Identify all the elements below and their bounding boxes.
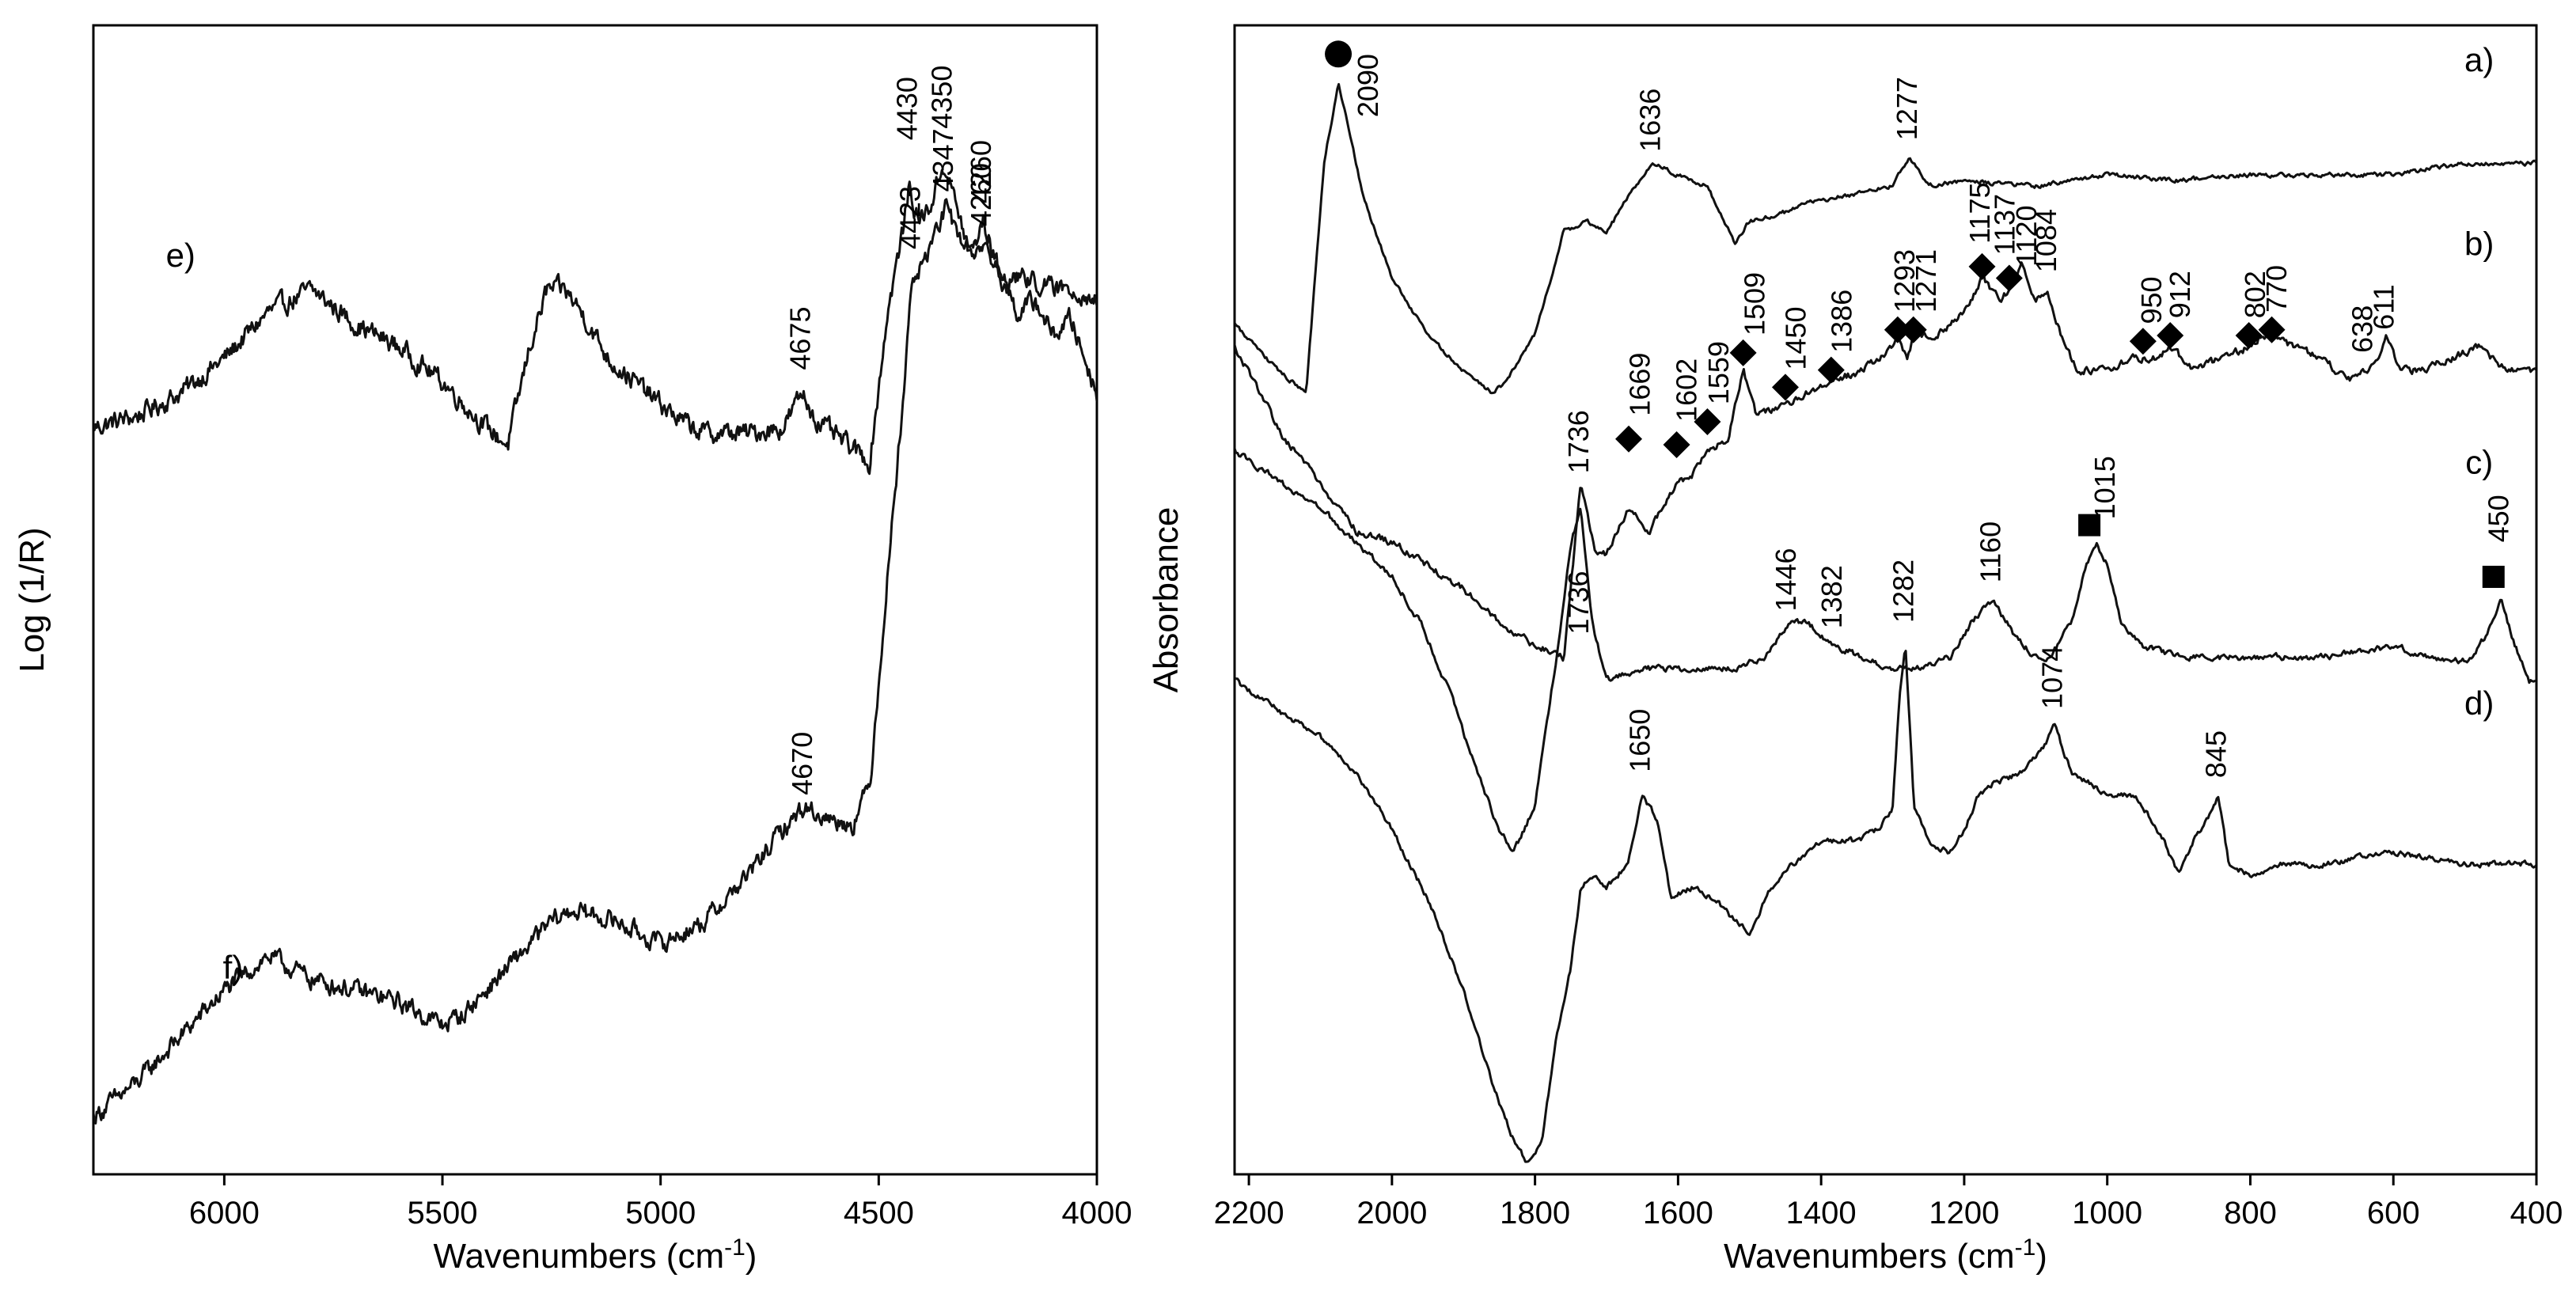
diamond-marker [1884, 316, 1911, 343]
peak-label: 770 [2260, 265, 2293, 313]
trace-label: b) [2464, 225, 2494, 262]
peak-label: 1084 [2030, 209, 2062, 272]
x-tick-label: 5500 [408, 1196, 478, 1230]
peak-label: 1736 [1562, 410, 1595, 473]
peak-label: 1277 [1891, 77, 1923, 140]
peak-label: 1293 [1888, 249, 1921, 313]
peak-label: 1650 [1624, 709, 1656, 772]
peak-label: 912 [2164, 271, 2196, 318]
spectrum-trace-d [1235, 650, 2536, 1163]
x-tick-label: 800 [2224, 1196, 2277, 1230]
diamond-marker [1995, 264, 2023, 292]
spectrum-trace-f [93, 198, 1097, 1125]
peak-label: 1450 [1780, 307, 1812, 370]
peak-label: 1175 [1963, 182, 1996, 243]
x-tick-label: 5000 [625, 1196, 696, 1230]
diamond-marker [1899, 316, 1927, 343]
peak-label: 1015 [2088, 456, 2121, 519]
trace-label: f) [223, 949, 244, 986]
diamond-marker [1663, 430, 1690, 458]
spectrum-trace-a [1235, 82, 2536, 395]
peak-label: 1736 [1562, 571, 1595, 634]
diamond-marker [1968, 252, 1996, 280]
spectrum-trace-e [93, 169, 1097, 476]
panel-nir-spectra: 6000 5500 5000 4500 4000 Wavenumbers (cm-1) Lo… [13, 24, 1132, 1276]
diamond-marker [1771, 374, 1799, 401]
y-axis-label: Absorbance [1147, 507, 1186, 693]
peak-label: 4347 [927, 128, 959, 191]
trace-label: d) [2464, 684, 2494, 722]
peak-label: 4350 [926, 66, 958, 129]
x-tick-label: 4500 [844, 1196, 914, 1230]
diamond-marker [2157, 322, 2184, 350]
x-axis-label: Wavenumbers (cm-1) [434, 1234, 757, 1276]
peak-label: 1282 [1887, 559, 1919, 623]
peak-label: 611 [2368, 284, 2400, 329]
panel-ir-spectra: 2200 2000 1800 1600 1400 1200 1000 800 600 400 Wav… [1147, 24, 2563, 1276]
x-tick-label: 1200 [1929, 1196, 1999, 1230]
peak-label: 2090 [1352, 54, 1384, 117]
peak-label: 450 [2482, 495, 2514, 542]
x-tick-label: 1000 [2072, 1196, 2142, 1230]
peak-label: 1382 [1815, 565, 1848, 628]
spectrum-trace-b [1235, 261, 2536, 662]
diamond-marker [1694, 408, 1721, 435]
square-marker [2482, 565, 2505, 588]
peak-label: 845 [2199, 730, 2232, 778]
peak-label: 4260 [965, 163, 997, 226]
trace-label: a) [2464, 41, 2494, 78]
plot-frame [1233, 24, 2538, 1176]
diamond-marker [2235, 322, 2263, 350]
diamond-marker [1817, 356, 1845, 384]
peak-label: 4675 [783, 307, 816, 370]
diamond-marker [1729, 339, 1757, 366]
peak-label: 1509 [1738, 272, 1770, 336]
peak-label: 1074 [2035, 646, 2068, 709]
peak-label: 4260 [965, 140, 997, 203]
diamond-marker [2258, 316, 2286, 343]
peak-label: 1602 [1670, 358, 1702, 422]
diamond-marker [1615, 425, 1643, 453]
plot-frame [92, 24, 1098, 1176]
diamond-marker [2129, 328, 2157, 355]
peak-label: 1120 [2010, 205, 2043, 266]
trace-label: c) [2465, 443, 2493, 480]
x-tick-label: 1600 [1643, 1196, 1713, 1230]
x-tick-label: 400 [2510, 1196, 2563, 1230]
trace-label: e) [166, 237, 195, 274]
spectrum-trace-c [1235, 448, 2536, 852]
peak-label: 1160 [1975, 521, 2007, 582]
peak-label: 1636 [1633, 89, 1666, 152]
circle-marker [1325, 40, 1352, 68]
peak-label: 1271 [1910, 249, 1942, 313]
x-tick-label: 6000 [189, 1196, 260, 1230]
square-marker [2078, 514, 2101, 537]
x-tick-label: 1400 [1786, 1196, 1857, 1230]
x-axis-label: Wavenumbers (cm-1) [1724, 1234, 2047, 1276]
peak-label: 950 [2135, 276, 2168, 324]
peak-label: 1386 [1826, 290, 1858, 353]
y-axis-label: Log (1/R) [13, 527, 51, 672]
peak-label: 1137 [1989, 194, 2021, 255]
peak-label: 802 [2239, 271, 2271, 318]
peak-label: 4423 [893, 186, 926, 249]
peak-label: 1669 [1624, 353, 1656, 416]
peak-label: 4430 [890, 77, 923, 140]
peak-label: 1446 [1770, 548, 1802, 611]
peak-label: 4670 [786, 732, 818, 795]
peak-label: 1559 [1702, 341, 1735, 404]
x-tick-label: 600 [2367, 1196, 2420, 1230]
x-tick-label: 2200 [1214, 1196, 1284, 1230]
x-tick-label: 4000 [1062, 1196, 1132, 1230]
peak-label: 638 [2346, 305, 2379, 353]
x-tick-label: 1800 [1500, 1196, 1570, 1230]
x-tick-label: 2000 [1356, 1196, 1427, 1230]
